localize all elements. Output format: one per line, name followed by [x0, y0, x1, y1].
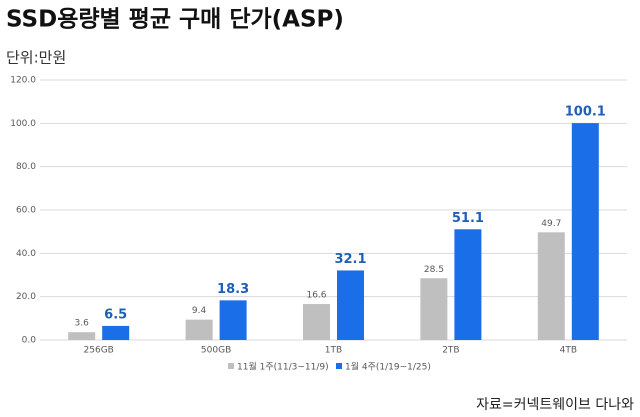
chart-title: SSD용량별 평균 구매 단가(ASP) — [6, 7, 344, 33]
y-tick-label: 100.0 — [10, 119, 36, 129]
unit-label: 단위:만원 — [6, 49, 66, 67]
x-tick-label: 500GB — [201, 346, 231, 356]
bar — [571, 123, 599, 340]
value-label: 3.6 — [75, 319, 90, 329]
bar — [454, 229, 482, 340]
value-label: 16.6 — [306, 291, 326, 301]
y-tick-label: 0.0 — [22, 336, 37, 346]
value-label: 18.3 — [217, 282, 249, 297]
value-label: 6.5 — [104, 307, 127, 322]
y-tick-label: 80.0 — [16, 162, 36, 172]
bar — [537, 232, 565, 340]
bar — [420, 278, 448, 340]
value-label: 100.1 — [565, 105, 606, 120]
y-tick-label: 120.0 — [10, 76, 36, 86]
source: 자료=커넥트웨이브 다나와 — [476, 397, 634, 413]
y-tick-label: 60.0 — [16, 206, 36, 216]
bar — [185, 319, 213, 340]
x-tick-label: 4TB — [560, 346, 577, 356]
value-label: 9.4 — [192, 306, 207, 316]
x-tick-label: 256GB — [84, 346, 114, 356]
bar — [68, 332, 96, 340]
value-label: 32.1 — [334, 252, 366, 267]
bar — [102, 325, 130, 340]
bar — [337, 270, 364, 340]
y-tick-label: 20.0 — [16, 292, 36, 302]
x-tick-label: 1TB — [325, 346, 342, 356]
y-tick-label: 40.0 — [16, 249, 36, 259]
bar — [303, 304, 330, 340]
legend-label: 11월 1주(11/3~11/9) — [237, 361, 329, 373]
legend-swatch — [228, 363, 234, 369]
value-label: 28.5 — [424, 265, 444, 275]
legend-swatch — [336, 363, 342, 369]
value-label: 49.7 — [541, 219, 561, 229]
legend-label: 1월 4주(1/19~1/25) — [345, 361, 431, 373]
bar — [219, 300, 247, 340]
x-tick-label: 2TB — [442, 346, 459, 356]
value-label: 51.1 — [452, 211, 484, 226]
